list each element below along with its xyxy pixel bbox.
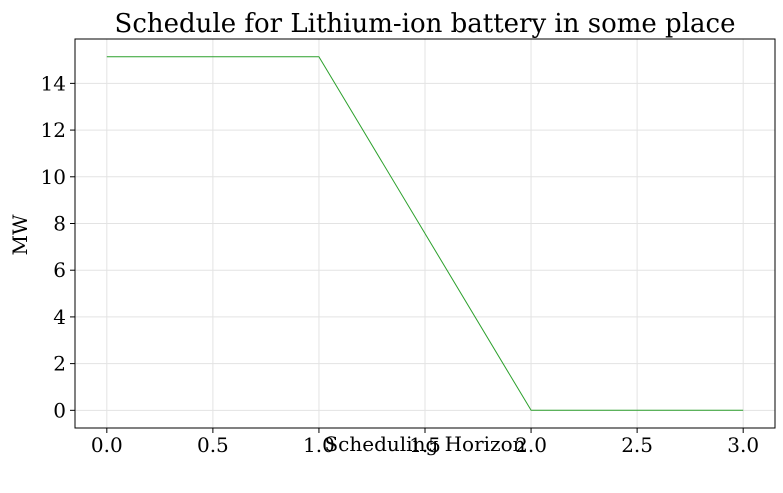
x-tick-label: 2.5 <box>621 433 653 457</box>
x-axis-label: Scheduling Horizon <box>324 432 525 456</box>
series-line <box>106 56 744 411</box>
grid <box>75 39 775 428</box>
x-tick-label: 1.0 <box>303 433 335 457</box>
y-tick-label: 0 <box>53 398 66 422</box>
x-tick-label: 1.5 <box>409 433 441 457</box>
y-tick-label: 6 <box>53 258 66 282</box>
x-tick-label: 0.5 <box>197 433 229 457</box>
x-axis-ticks: 0.0 0.5 1.0 1.5 2.0 2.5 3.0 <box>91 428 759 457</box>
y-tick-label: 10 <box>41 165 66 189</box>
y-axis-ticks: 0 2 4 6 8 10 12 14 <box>41 71 75 422</box>
y-tick-label: 12 <box>41 118 66 142</box>
y-tick-label: 14 <box>41 71 66 95</box>
y-tick-label: 2 <box>53 352 66 376</box>
series-layer <box>106 56 744 411</box>
y-tick-label: 4 <box>53 305 66 329</box>
y-axis-label: MW <box>8 214 32 255</box>
x-tick-label: 0.0 <box>91 433 123 457</box>
x-tick-label: 3.0 <box>727 433 759 457</box>
y-tick-label: 8 <box>53 211 66 235</box>
chart-title: Schedule for Lithium-ion battery in some… <box>115 9 736 39</box>
x-tick-label: 2.0 <box>515 433 547 457</box>
